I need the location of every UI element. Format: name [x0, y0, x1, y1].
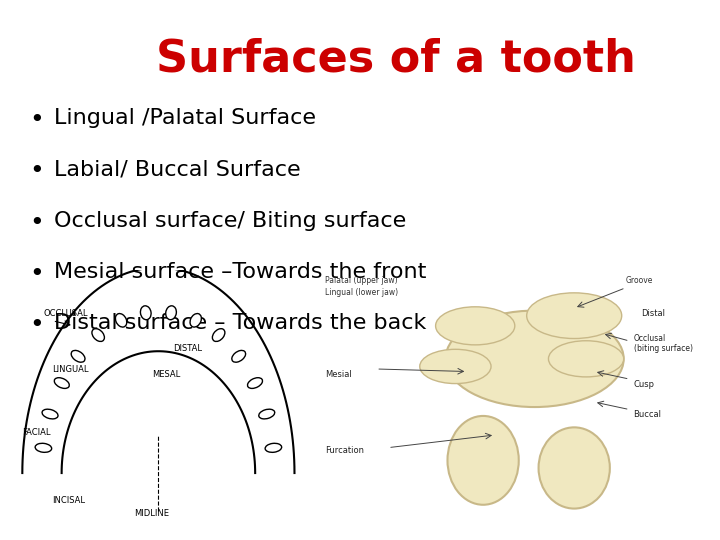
Text: DISTAL: DISTAL	[174, 344, 202, 353]
Ellipse shape	[140, 306, 151, 320]
Ellipse shape	[436, 307, 515, 345]
Text: •: •	[29, 262, 43, 286]
Ellipse shape	[54, 377, 69, 388]
Text: •: •	[29, 159, 43, 183]
Text: Distal surface – Towards the back: Distal surface – Towards the back	[54, 313, 426, 333]
Text: Distal: Distal	[642, 309, 665, 318]
Ellipse shape	[248, 377, 263, 388]
Ellipse shape	[446, 310, 624, 407]
Ellipse shape	[35, 443, 52, 453]
Ellipse shape	[71, 350, 85, 362]
Text: •: •	[29, 108, 43, 132]
Text: •: •	[29, 211, 43, 234]
Ellipse shape	[166, 306, 176, 320]
Ellipse shape	[265, 443, 282, 453]
Text: Occlusal surface/ Biting surface: Occlusal surface/ Biting surface	[54, 211, 406, 231]
Text: OCCLUSAL: OCCLUSAL	[43, 309, 88, 318]
Text: Mesial: Mesial	[325, 369, 351, 379]
Ellipse shape	[258, 409, 275, 419]
Text: MIDLINE: MIDLINE	[134, 509, 169, 518]
Ellipse shape	[190, 314, 202, 327]
Ellipse shape	[92, 329, 104, 341]
Text: Furcation: Furcation	[325, 446, 364, 455]
Text: Occlusal
(biting surface): Occlusal (biting surface)	[634, 334, 693, 353]
Ellipse shape	[527, 293, 622, 339]
Text: Lingual /Palatal Surface: Lingual /Palatal Surface	[54, 108, 316, 128]
Text: LINGUAL: LINGUAL	[53, 364, 89, 374]
Ellipse shape	[420, 349, 491, 383]
Text: Mesial surface –Towards the front: Mesial surface –Towards the front	[54, 262, 426, 282]
Ellipse shape	[42, 409, 58, 419]
Text: Surfaces of a tooth: Surfaces of a tooth	[156, 38, 636, 81]
Ellipse shape	[232, 350, 246, 362]
Text: Palatal (upper jaw): Palatal (upper jaw)	[325, 276, 397, 285]
Ellipse shape	[448, 416, 518, 505]
Text: •: •	[29, 313, 43, 337]
Text: MESAL: MESAL	[153, 369, 181, 379]
Ellipse shape	[549, 341, 624, 377]
Text: Buccal: Buccal	[634, 410, 662, 419]
Text: Cusp: Cusp	[634, 380, 654, 389]
Text: FACIAL: FACIAL	[22, 428, 51, 437]
Ellipse shape	[212, 329, 225, 341]
Text: Groove: Groove	[626, 276, 653, 285]
Text: Lingual (lower jaw): Lingual (lower jaw)	[325, 288, 398, 298]
Text: Labial/ Buccal Surface: Labial/ Buccal Surface	[54, 159, 301, 179]
Ellipse shape	[115, 314, 127, 327]
Ellipse shape	[539, 427, 610, 509]
Text: INCISAL: INCISAL	[53, 496, 86, 505]
